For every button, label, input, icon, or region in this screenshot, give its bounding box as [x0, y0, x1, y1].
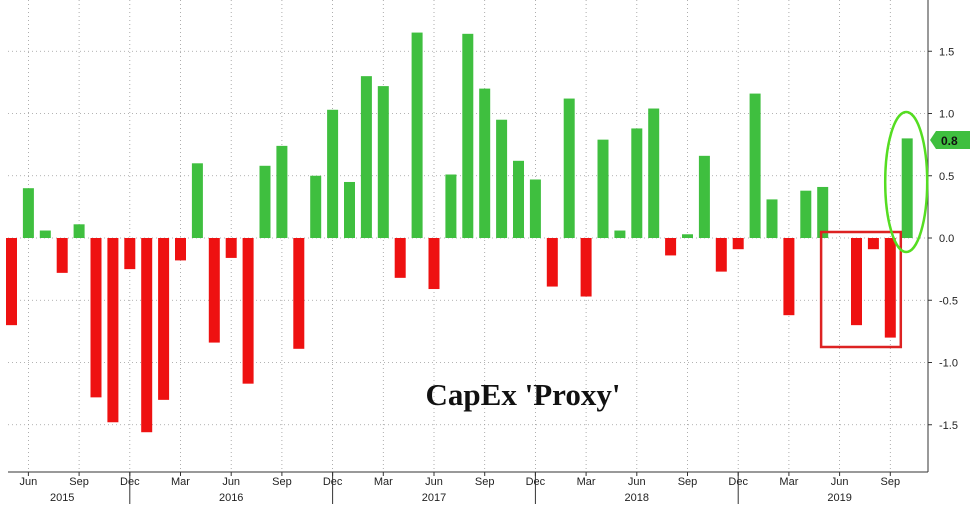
bar [732, 238, 744, 250]
x-tick-label: Jun [20, 476, 38, 488]
x-year-label: 2016 [219, 492, 243, 504]
bar [242, 238, 254, 384]
chart-title: CapEx 'Proxy' [426, 377, 621, 412]
bar [800, 190, 812, 238]
bar [479, 88, 491, 238]
bar [90, 238, 102, 398]
bar [546, 238, 558, 287]
y-tick-label: 1.0 [939, 109, 954, 121]
highlight-ellipse [883, 110, 929, 254]
bar [580, 238, 592, 297]
y-tick-label: -1.5 [939, 420, 958, 432]
bar [225, 238, 237, 258]
x-tick-label: Sep [881, 476, 901, 488]
bar [327, 109, 339, 238]
x-year-label: 2017 [422, 492, 446, 504]
bars [6, 32, 913, 433]
bar [360, 76, 372, 239]
bar [783, 238, 795, 316]
last-value-label-background [930, 131, 970, 149]
bar [884, 238, 896, 338]
bar [867, 238, 879, 250]
bar [766, 199, 778, 238]
bar [39, 230, 51, 238]
bar [191, 163, 203, 238]
bar [141, 238, 153, 433]
x-tick-labels: Jun Sep Dec Mar Jun Sep Dec Mar Jun Sep Dec Mar Jun S… [20, 472, 901, 504]
bar [462, 33, 474, 238]
bar [715, 238, 727, 272]
bar [411, 32, 423, 239]
bar [175, 238, 186, 261]
x-tick-label: Sep [69, 476, 89, 488]
y-tick-label: -0.5 [939, 295, 958, 307]
x-tick-label: Jun [628, 476, 646, 488]
bar [614, 230, 626, 238]
y-tick-label: -1.0 [939, 358, 958, 370]
bar [293, 238, 305, 349]
last-value-label: 0.8 [930, 131, 970, 149]
x-year-label: 2019 [827, 492, 851, 504]
x-tick-label: Mar [171, 476, 190, 488]
bar [22, 188, 34, 238]
bar [749, 93, 761, 238]
axes [8, 0, 929, 473]
y-tick-label: 1.5 [939, 46, 954, 58]
x-tick-label: Sep [272, 476, 292, 488]
bar [124, 238, 136, 270]
bar [631, 128, 643, 238]
bar [428, 238, 440, 290]
y-tick-label: 0.0 [939, 233, 954, 245]
bar [529, 179, 541, 238]
x-tick-label: Jun [831, 476, 849, 488]
bar [513, 160, 524, 238]
x-tick-label: Jun [425, 476, 443, 488]
x-year-label: 2018 [625, 492, 649, 504]
last-value-label-text: 0.8 [941, 134, 958, 148]
x-tick-label: Sep [475, 476, 495, 488]
bar [208, 238, 220, 343]
bar [344, 181, 355, 238]
x-tick-label: Sep [678, 476, 698, 488]
bar [665, 238, 677, 256]
x-tick-label: Jun [222, 476, 240, 488]
bar [377, 86, 389, 238]
bar [394, 238, 406, 278]
bar [310, 175, 322, 238]
bar [597, 139, 609, 238]
bar [682, 234, 693, 238]
y-tick-label: 0.5 [939, 171, 954, 183]
x-tick-label: Mar [577, 476, 596, 488]
highlight-box [819, 230, 903, 349]
bar [6, 238, 17, 326]
x-tick-label: Mar [779, 476, 798, 488]
annotations [819, 110, 929, 349]
bar [107, 238, 119, 423]
bar [445, 174, 457, 238]
bar [851, 238, 862, 326]
bar [56, 238, 68, 273]
bar [901, 138, 913, 238]
bar [73, 224, 85, 238]
bar [817, 186, 829, 238]
bar [563, 98, 575, 238]
x-tick-label: Mar [374, 476, 393, 488]
bar [648, 108, 660, 239]
bar [276, 145, 288, 238]
x-year-label: 2015 [50, 492, 74, 504]
bar [259, 165, 271, 238]
bar [698, 155, 710, 238]
y-tick-labels: 1.5 1.0 0.5 0.0 -0.5 -1.0 -1.5 [928, 46, 958, 432]
bar [158, 238, 170, 400]
bar [496, 119, 508, 238]
